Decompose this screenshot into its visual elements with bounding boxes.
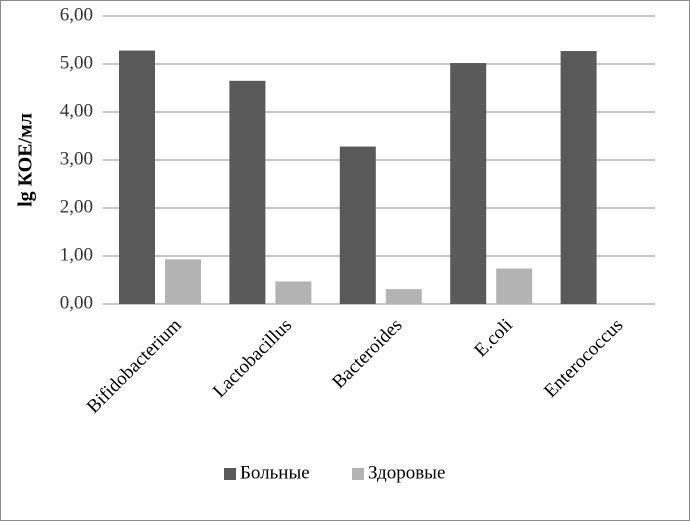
y-tick-label: 6,00	[60, 4, 93, 25]
bar	[119, 50, 155, 305]
bar	[385, 289, 422, 304]
bar	[339, 146, 376, 304]
bar	[165, 259, 201, 304]
legend-label: Больные	[240, 462, 310, 483]
legend-swatch	[224, 468, 236, 480]
legend-swatch	[352, 468, 364, 480]
y-tick-label: 3,00	[60, 148, 93, 169]
legend-label: Здоровые	[368, 462, 445, 483]
bars	[119, 50, 597, 305]
y-axis-title: lg КОЕ/мл	[15, 113, 37, 207]
y-tick-label: 1,00	[60, 244, 93, 265]
bar	[450, 63, 487, 304]
y-tick-label: 0,00	[60, 292, 93, 313]
y-tick-label: 5,00	[60, 52, 93, 73]
bar	[275, 281, 312, 304]
bar	[229, 80, 266, 304]
bar	[560, 51, 597, 304]
y-tick-label: 2,00	[60, 196, 93, 217]
bar	[496, 268, 533, 304]
y-tick-label: 4,00	[60, 100, 93, 121]
legend: Больные Здоровые	[224, 462, 445, 483]
y-tick-labels: 0,00 1,00 2,00 3,00 4,00 5,00 6,00	[60, 4, 93, 313]
